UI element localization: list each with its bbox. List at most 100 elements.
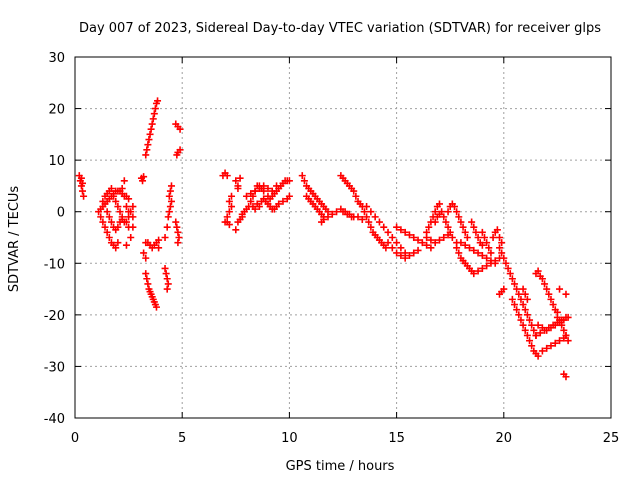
data-point-marker — [129, 203, 137, 211]
data-point-marker — [498, 239, 506, 247]
data-point-marker — [162, 270, 170, 278]
data-point-marker — [175, 234, 183, 241]
data-point-marker — [508, 275, 516, 283]
data-point-marker — [163, 275, 171, 283]
data-point-marker — [155, 244, 163, 252]
data-point-marker — [405, 252, 413, 260]
data-point-marker — [556, 337, 564, 345]
data-point-marker — [122, 203, 130, 211]
data-point-marker — [388, 244, 396, 252]
data-point-marker — [487, 259, 495, 267]
x-tick-label: 5 — [178, 431, 186, 446]
data-point-marker — [515, 311, 523, 319]
data-point-marker — [333, 208, 341, 216]
data-point-marker — [410, 234, 418, 241]
data-point-marker — [485, 244, 493, 252]
data-point-marker — [228, 192, 236, 200]
data-point-marker — [440, 234, 448, 241]
data-point-marker — [489, 234, 497, 241]
data-point-marker — [414, 246, 422, 254]
y-tick-label: -20 — [44, 309, 65, 324]
data-point-marker — [491, 257, 499, 265]
data-point-marker — [350, 187, 358, 195]
data-point-marker — [562, 290, 570, 298]
data-point-marker — [423, 241, 431, 249]
data-point-marker — [534, 321, 542, 329]
data-point-marker — [427, 244, 435, 252]
data-point-marker — [440, 213, 448, 221]
data-point-marker — [393, 249, 401, 257]
data-point-marker — [472, 228, 480, 236]
data-point-marker — [223, 218, 231, 226]
data-point-marker — [129, 223, 137, 231]
data-point-marker — [105, 234, 113, 241]
data-point-marker — [481, 234, 489, 241]
data-point-marker — [448, 234, 456, 241]
data-point-marker — [367, 223, 375, 231]
data-point-marker — [500, 254, 508, 262]
y-tick-label: 0 — [57, 206, 65, 221]
data-point-marker — [457, 239, 465, 247]
data-point-marker — [298, 172, 306, 180]
y-tick-label: -30 — [44, 360, 65, 375]
data-point-marker — [150, 110, 158, 118]
data-point-marker — [446, 228, 454, 236]
data-point-marker — [393, 223, 401, 231]
data-point-marker — [474, 234, 482, 241]
data-point-marker — [127, 234, 135, 241]
data-point-marker — [328, 210, 336, 218]
data-point-marker — [435, 200, 443, 208]
data-point-marker — [547, 295, 555, 303]
y-tick-label: -10 — [44, 257, 65, 272]
data-point-marker — [112, 197, 120, 205]
x-tick-label: 25 — [603, 431, 620, 446]
data-point-marker — [429, 213, 437, 221]
data-point-marker — [511, 280, 519, 288]
data-point-marker — [474, 267, 482, 275]
data-point-marker — [125, 195, 133, 203]
data-point-marker — [140, 173, 148, 181]
data-point-marker — [543, 344, 551, 352]
data-point-marker — [166, 187, 174, 195]
data-point-marker — [360, 208, 368, 216]
data-point-marker — [80, 192, 88, 200]
data-point-marker — [483, 262, 491, 270]
data-point-marker — [500, 285, 508, 293]
data-point-marker — [496, 244, 504, 252]
data-points — [75, 97, 572, 381]
data-point-marker — [107, 185, 115, 193]
data-point-marker — [459, 223, 467, 231]
data-point-marker — [431, 239, 439, 247]
data-point-marker — [114, 203, 122, 211]
data-point-marker — [562, 313, 570, 321]
data-point-marker — [234, 185, 242, 193]
data-point-marker — [103, 208, 111, 216]
data-point-marker — [324, 213, 332, 221]
data-point-marker — [101, 223, 109, 231]
data-point-marker — [393, 239, 401, 247]
data-point-marker — [114, 223, 122, 231]
data-point-marker — [163, 223, 171, 231]
data-point-marker — [118, 185, 126, 193]
data-point-marker — [122, 218, 130, 226]
data-point-marker — [251, 205, 259, 213]
data-point-marker — [483, 239, 491, 247]
data-point-marker — [562, 373, 570, 381]
data-point-marker — [556, 316, 564, 324]
data-point-marker — [388, 234, 396, 241]
data-point-marker — [375, 218, 383, 226]
data-point-marker — [523, 295, 531, 303]
data-point-marker — [521, 306, 529, 314]
data-point-marker — [176, 146, 184, 154]
data-point-marker — [275, 200, 283, 208]
data-point-marker — [549, 321, 557, 329]
data-point-marker — [519, 285, 527, 293]
data-point-marker — [528, 321, 536, 329]
y-tick-label: -40 — [44, 412, 65, 427]
data-point-marker — [147, 125, 155, 133]
data-point-marker — [397, 226, 405, 234]
data-point-marker — [410, 249, 418, 257]
x-tick-label: 20 — [496, 431, 513, 446]
data-point-marker — [363, 213, 371, 221]
